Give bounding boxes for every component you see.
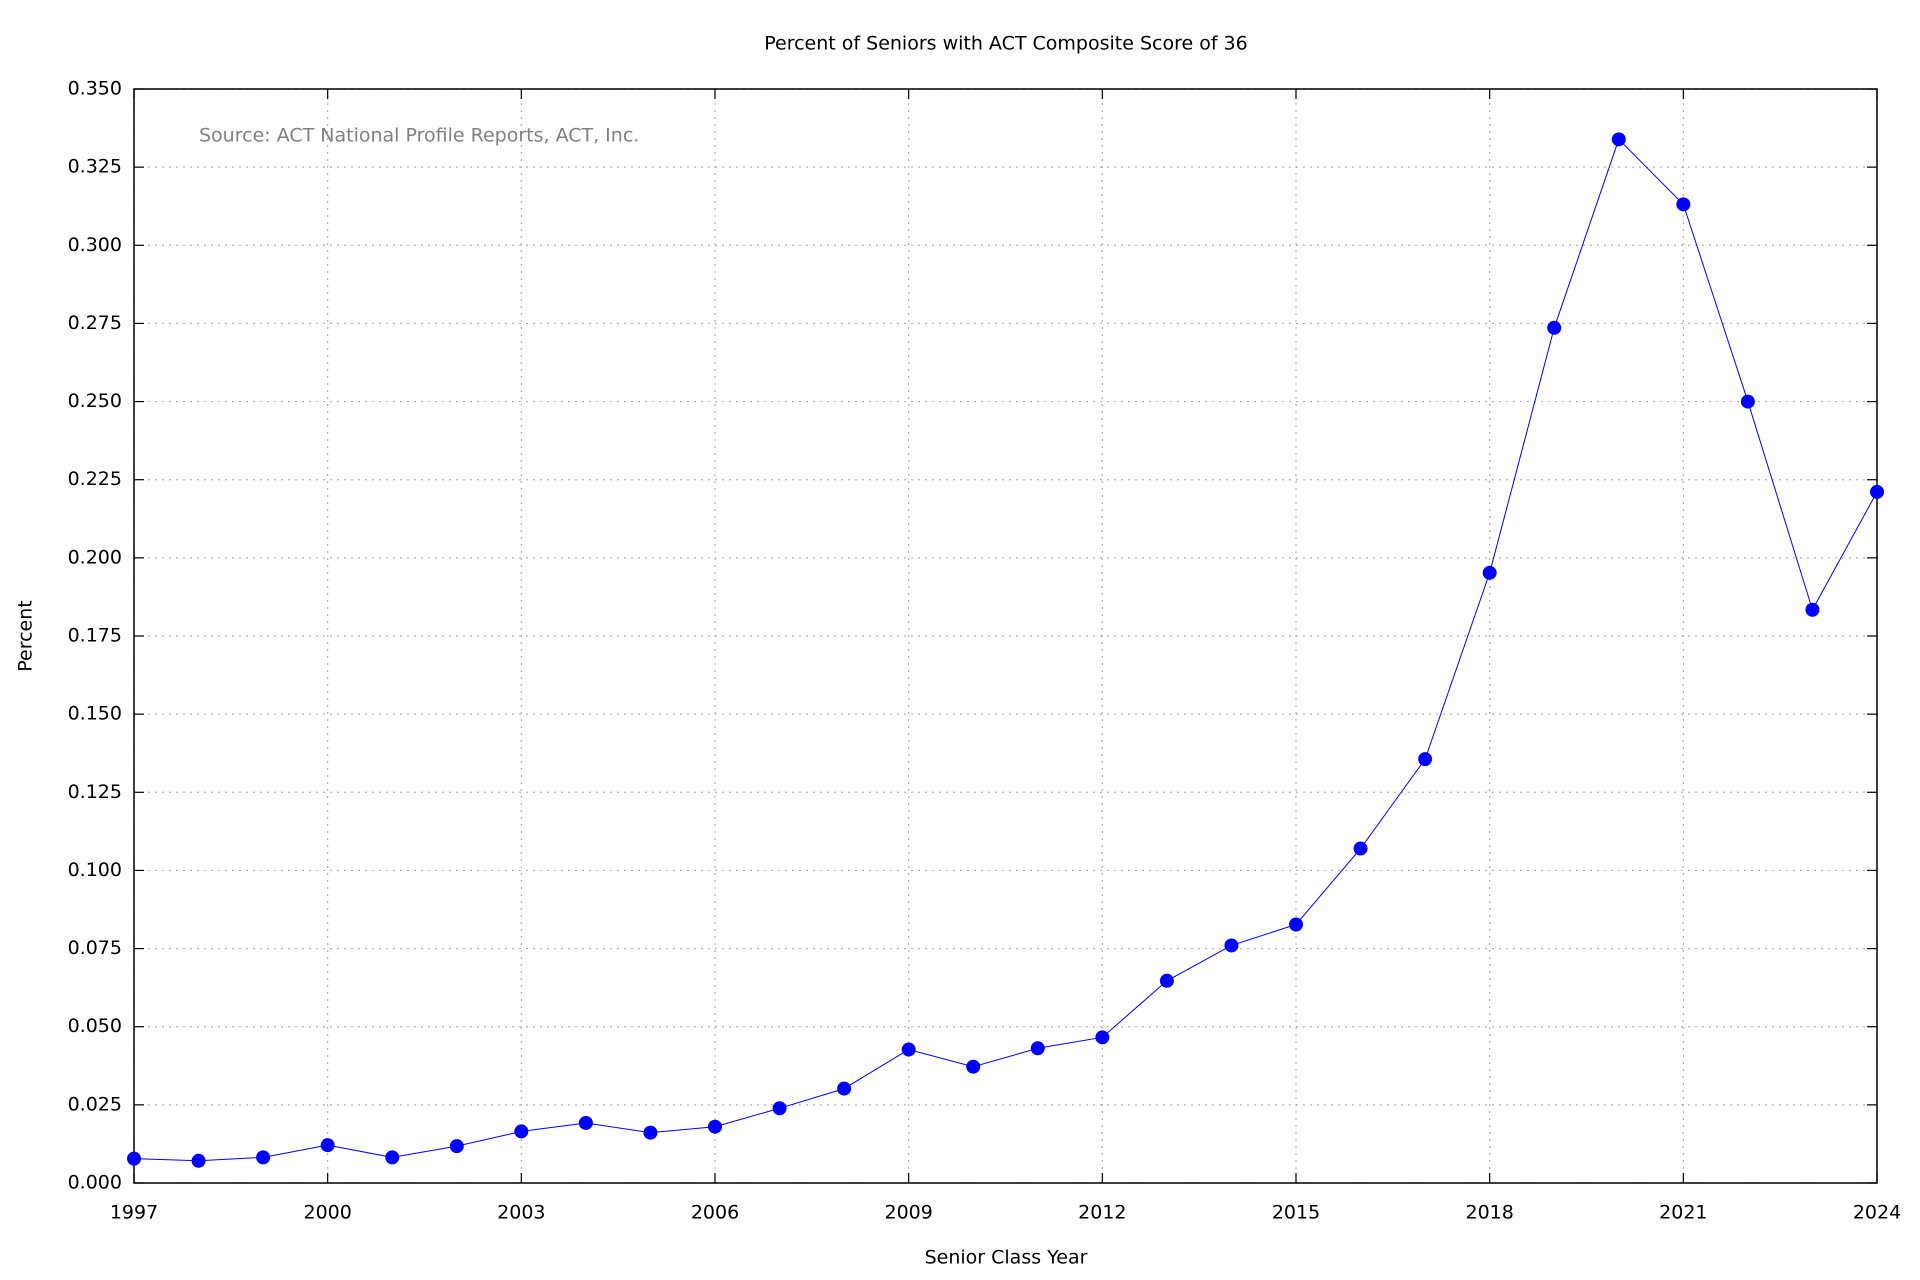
data-point (1289, 917, 1303, 932)
data-point (1224, 938, 1239, 953)
data-point (1805, 602, 1820, 617)
x-tick-label: 2012 (1078, 1202, 1126, 1224)
data-point (320, 1138, 335, 1153)
y-axis-label: Percent (15, 600, 37, 672)
y-tick-label: 0.175 (68, 625, 122, 647)
y-tick-label: 0.100 (68, 859, 122, 881)
data-point (1740, 394, 1755, 409)
data-point (708, 1119, 722, 1134)
y-tick-label: 0.025 (68, 1093, 122, 1115)
y-tick-label: 0.125 (68, 781, 122, 803)
data-point (772, 1101, 787, 1116)
y-tick-label: 0.350 (68, 78, 122, 100)
y-tick-label: 0.275 (68, 312, 122, 334)
data-point (1353, 841, 1368, 856)
y-tick-label: 0.150 (68, 703, 122, 725)
data-point (837, 1081, 852, 1096)
data-point (901, 1042, 916, 1057)
data-point (449, 1139, 464, 1154)
y-tick-label: 0.075 (68, 937, 122, 959)
data-point (1482, 565, 1497, 580)
y-tick-label: 0.325 (68, 156, 122, 178)
plot-frame (133, 88, 1878, 1184)
x-tick-label: 2006 (691, 1202, 739, 1224)
y-tick-label: 0.225 (68, 468, 122, 490)
data-point (514, 1124, 529, 1139)
data-point (1159, 973, 1174, 988)
annotation: Source: ACT National Profile Reports, AC… (199, 125, 639, 147)
x-tick-label: 2018 (1465, 1202, 1513, 1224)
data-point (966, 1059, 981, 1074)
data-point (385, 1150, 400, 1165)
y-tick-label: 0.050 (68, 1015, 122, 1037)
x-tick-label: 1997 (110, 1202, 158, 1224)
x-axis-label: Senior Class Year (925, 1247, 1088, 1269)
y-tick-label: 0.300 (68, 234, 122, 256)
y-tick-label: 0.250 (68, 390, 122, 412)
chart-title: Percent of Seniors with ACT Composite Sc… (764, 33, 1247, 55)
data-point (256, 1150, 271, 1165)
x-tick-label: 2021 (1659, 1202, 1707, 1224)
series-line (133, 138, 1878, 1162)
data-point (1611, 132, 1626, 147)
x-tick-label: 2015 (1272, 1202, 1320, 1224)
data-point (1095, 1030, 1110, 1045)
data-point (1547, 320, 1562, 335)
x-tick-label: 2024 (1853, 1202, 1901, 1224)
y-tick-label: 0.000 (68, 1172, 122, 1194)
data-point (578, 1115, 593, 1130)
data-point (1030, 1041, 1045, 1056)
x-tick-label: 2003 (497, 1202, 545, 1224)
data-point (1418, 752, 1433, 767)
data-point (127, 1151, 141, 1166)
data-point (1676, 197, 1691, 212)
x-tick-label: 2009 (884, 1202, 932, 1224)
x-tick-label: 2000 (303, 1202, 351, 1224)
data-point (1870, 484, 1884, 499)
data-point (191, 1153, 206, 1168)
y-tick-label: 0.200 (68, 546, 122, 568)
data-point (643, 1125, 658, 1140)
